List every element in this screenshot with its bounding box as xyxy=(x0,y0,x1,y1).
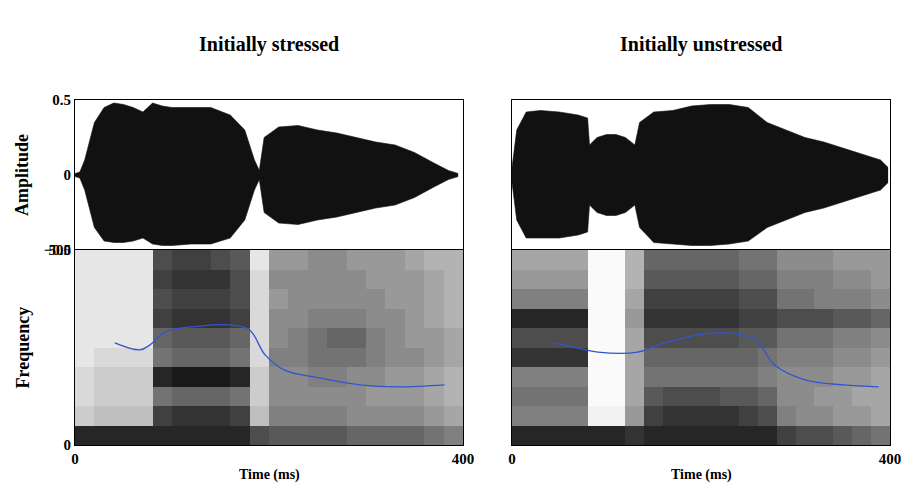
svg-text:Frequency: Frequency xyxy=(13,307,33,389)
svg-text:0.5: 0.5 xyxy=(52,92,71,108)
svg-text:Initially stressed: Initially stressed xyxy=(199,33,339,56)
svg-text:Initially unstressed: Initially unstressed xyxy=(620,33,782,56)
svg-text:0: 0 xyxy=(64,437,72,453)
svg-text:0: 0 xyxy=(64,167,72,183)
svg-text:−0.5: −0.5 xyxy=(44,242,71,258)
svg-text:0: 0 xyxy=(508,451,516,467)
svg-text:400: 400 xyxy=(452,451,475,467)
svg-text:400: 400 xyxy=(879,451,902,467)
svg-text:500: 500 xyxy=(49,242,72,258)
svg-text:Time (ms): Time (ms) xyxy=(239,467,300,483)
svg-text:Time (ms): Time (ms) xyxy=(671,467,732,483)
svg-text:Amplitude: Amplitude xyxy=(12,134,32,216)
svg-text:0: 0 xyxy=(71,451,79,467)
